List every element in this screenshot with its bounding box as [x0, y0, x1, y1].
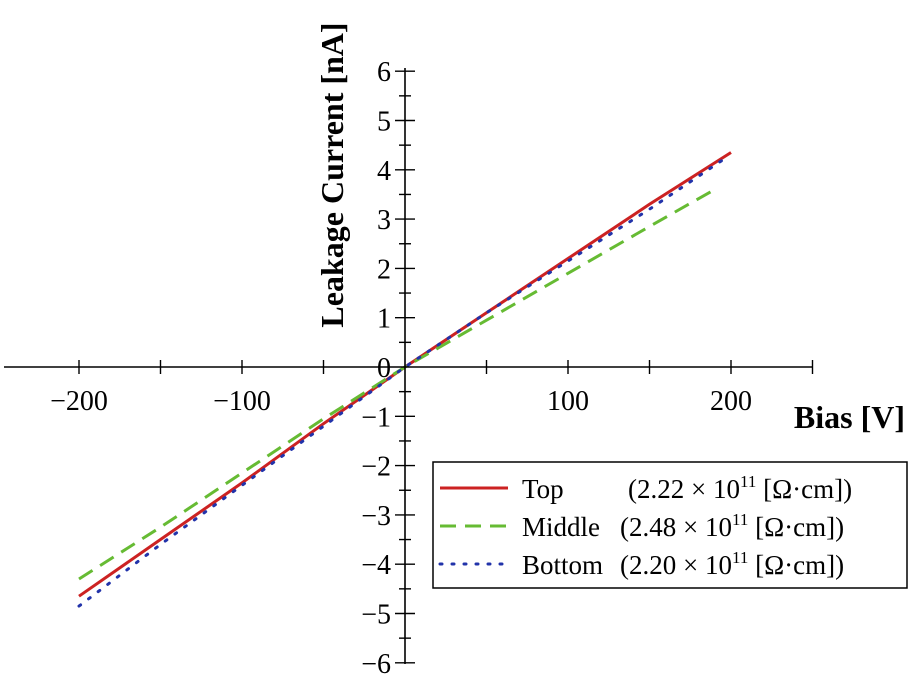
x-tick-label: 100: [547, 386, 589, 417]
y-tick-label: 2: [377, 254, 391, 285]
ticks-layer: −200 −100 100 200 −6 −5 −4 −3 −2 −1 0 1 2 3 4 5 6: [50, 57, 814, 680]
y-tick-label: −2: [361, 452, 391, 483]
y-tick-label: −5: [361, 600, 391, 631]
legend-box: [432, 461, 908, 589]
y-tick-label: 0: [377, 353, 391, 384]
legend-label-middle: Middle: [522, 512, 600, 542]
y-tick-label: −3: [361, 501, 391, 532]
y-tick-label: −6: [361, 649, 391, 680]
x-axis-title: Bias [V]: [794, 399, 905, 435]
legend-resistivity-bottom: (2.20 × 1011 [Ω·cm]): [620, 548, 844, 580]
y-tick-label: −4: [361, 550, 391, 581]
y-axis-title: Leakage Current [nA]: [314, 22, 350, 327]
y-tick-label: 6: [377, 57, 391, 88]
y-tick-label: 4: [377, 156, 391, 187]
x-tick-label: −100: [213, 386, 271, 417]
y-tick-label: −1: [361, 402, 391, 433]
y-tick-label: 1: [377, 304, 391, 335]
legend-label-bottom: Bottom: [522, 550, 603, 580]
x-tick-label: 200: [710, 386, 752, 417]
legend-resistivity-middle: (2.48 × 1011 [Ω·cm]): [620, 510, 844, 542]
x-tick-label: −200: [50, 386, 108, 417]
legend-label-top: Top: [522, 474, 564, 504]
legend: Top (2.22 × 1011 [Ω·cm]) Middle (2.48 × 101…: [432, 461, 908, 589]
y-tick-label: 3: [377, 205, 391, 236]
series-line-bottom: [77, 158, 725, 608]
y-tick-label: 5: [377, 107, 391, 138]
legend-resistivity-top: (2.22 × 1011 [Ω·cm]): [628, 472, 852, 504]
